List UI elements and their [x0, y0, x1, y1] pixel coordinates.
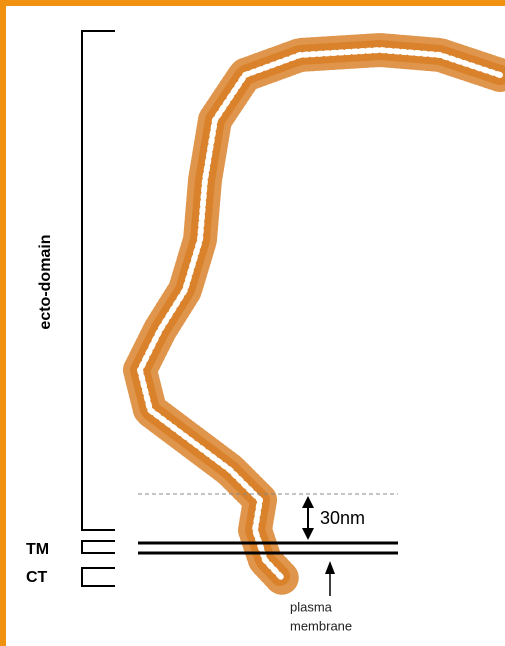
ecto-domain-label: ecto-domain	[37, 234, 54, 329]
arrow-heads	[302, 496, 314, 540]
frame-left	[0, 0, 6, 646]
ct-label: CT	[26, 569, 48, 586]
brackets	[81, 30, 115, 587]
pointer-head	[325, 561, 335, 574]
distance-label: 30nm	[320, 508, 365, 528]
frame-top	[0, 0, 505, 6]
ecto-bracket	[81, 30, 115, 531]
ct-bracket	[81, 567, 115, 587]
membrane-label: membrane	[290, 618, 352, 633]
tm-label: TM	[26, 541, 49, 558]
membrane-pointer	[325, 561, 335, 596]
tm-bracket	[81, 540, 115, 554]
distance-arrow	[302, 496, 314, 540]
protein	[123, 33, 505, 595]
protein-highlight	[137, 47, 503, 581]
membrane-label: plasma	[290, 599, 333, 614]
